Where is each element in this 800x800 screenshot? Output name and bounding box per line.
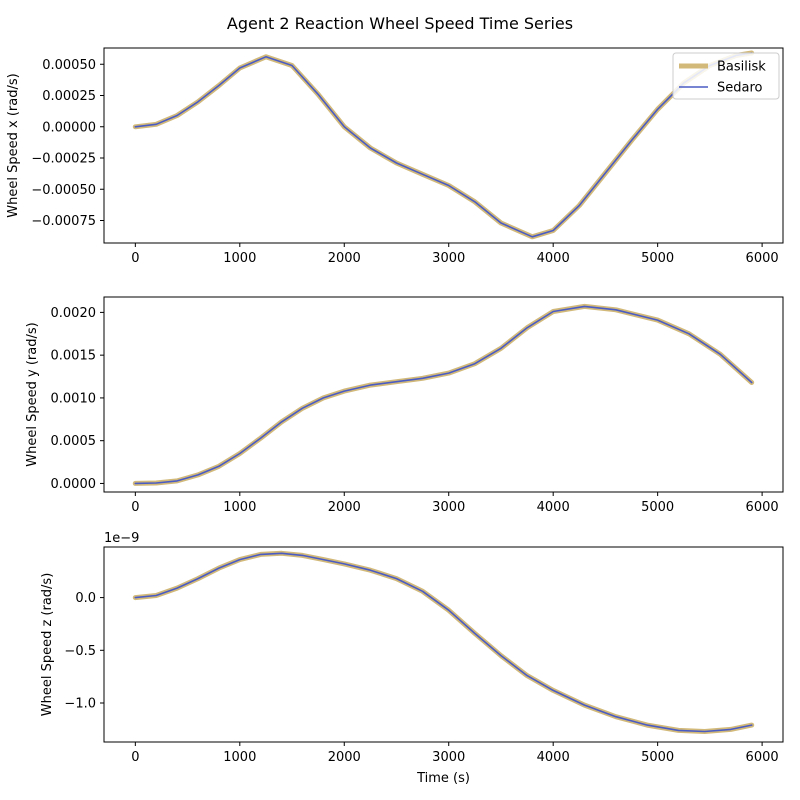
y-tick-label: 0.00000: [42, 120, 96, 135]
x-tick-label: 5000: [641, 251, 674, 266]
y-tick-label: 0.0005: [51, 434, 97, 449]
y-tick-label: 0.0020: [51, 306, 97, 321]
subplot-panels: 0 1000 2000 3000 4000 5000 60000.000500.000250…: [6, 47, 784, 786]
x-tick-label: 2000: [328, 251, 361, 266]
scale-offset-label: 1e−9: [104, 531, 139, 546]
axes-frame-x: [103, 47, 784, 244]
axes-frame-y: [103, 296, 784, 493]
series-line-sedaro: [134, 52, 753, 238]
y-axis-label: Wheel Speed y (rad/s): [25, 322, 40, 466]
x-tick-label: 4000: [537, 251, 570, 266]
y-tick-label: −0.5: [64, 644, 96, 659]
subplot-z: 0 1000 2000 3000 4000 5000 6000 0.0 −0.5 −1.0 Whee…: [40, 531, 784, 786]
y-tick-label: −0.00075: [31, 214, 96, 229]
y-tick-label: −1.0: [64, 697, 96, 712]
subplot-x: 0 1000 2000 3000 4000 5000 6000 0.00050 0.00025 0…: [6, 47, 784, 266]
axes-frame-z: [103, 546, 784, 743]
series-group: [132, 303, 755, 486]
y-tick-label: 0.0010: [51, 391, 97, 406]
y-tick-label: 0.00050: [42, 58, 96, 73]
x-tick-label: 5000: [641, 500, 674, 515]
x-tick-label: 4000: [537, 500, 570, 515]
x-tick-label: 3000: [432, 251, 465, 266]
x-tick-label: 1000: [223, 750, 256, 765]
y-tick-label: 0.0000: [51, 477, 97, 492]
x-tick-label: 0: [131, 251, 139, 266]
y-axis-label: Wheel Speed x (rad/s): [6, 73, 21, 217]
x-tick-label: 6000: [746, 750, 779, 765]
series-line-basilisk: [132, 550, 755, 734]
x-tick-label: 6000: [746, 500, 779, 515]
x-tick-label: 3000: [432, 500, 465, 515]
series-group: [132, 50, 755, 240]
series-group: [132, 550, 755, 734]
series-line-basilisk: [132, 303, 755, 486]
series-line-sedaro: [134, 305, 753, 485]
y-tick-label: 0.00025: [42, 89, 96, 104]
x-tick-label: 2000: [328, 500, 361, 515]
x-tick-label: 0: [131, 500, 139, 515]
legend-label-sedaro: Sedaro: [717, 81, 763, 96]
x-tick-label: 3000: [432, 750, 465, 765]
x-tick-label: 1000: [223, 500, 256, 515]
x-axis-label: Time (s): [416, 771, 470, 786]
x-tick-label: 5000: [641, 750, 674, 765]
y-axis-label: Wheel Speed z (rad/s): [40, 573, 55, 717]
figure-title: Agent 2 Reaction Wheel Speed Time Series: [227, 14, 573, 33]
x-tick-label: 2000: [328, 750, 361, 765]
subplot-y: 0 1000 2000 3000 4000 5000 6000 0.0000 0.0005 0.0…: [25, 296, 784, 515]
legend: Basilisk Sedaro: [672, 52, 780, 100]
series-line-sedaro: [134, 552, 753, 733]
x-tick-label: 1000: [223, 251, 256, 266]
x-tick-label: 0: [131, 750, 139, 765]
y-tick-label: 0.0: [75, 591, 96, 606]
y-tick-label: 0.0015: [51, 349, 97, 364]
y-tick-label: −0.00050: [31, 183, 96, 198]
legend-label-basilisk: Basilisk: [717, 60, 766, 75]
y-tick-label: −0.00025: [31, 152, 96, 167]
x-tick-label: 4000: [537, 750, 570, 765]
x-tick-label: 6000: [746, 251, 779, 266]
series-line-basilisk: [132, 50, 755, 240]
